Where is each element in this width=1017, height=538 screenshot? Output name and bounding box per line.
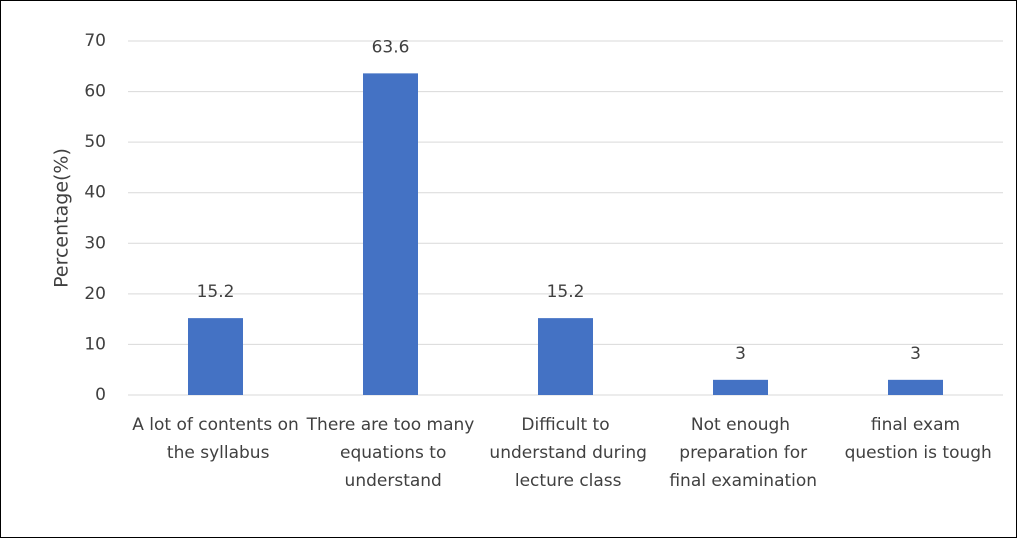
y-tick-label: 50 <box>84 132 106 152</box>
bar <box>888 379 943 395</box>
y-tick-label: 40 <box>84 183 106 203</box>
x-tick-label: final exam question is tough <box>839 415 992 463</box>
data-label: 3 <box>910 344 921 364</box>
y-tick-label: 30 <box>84 233 106 253</box>
data-label: 15.2 <box>547 282 585 302</box>
bar <box>188 318 243 395</box>
x-tick-label: A lot of contents on the syllabus <box>132 415 299 463</box>
x-tick-label: Not enough preparation for final examina… <box>664 415 817 491</box>
y-tick-label: 0 <box>95 385 106 405</box>
bar <box>363 73 418 395</box>
y-tick-label: 70 <box>84 31 106 51</box>
data-label: 63.6 <box>372 37 410 57</box>
data-label: 3 <box>735 344 746 364</box>
bar <box>713 379 768 395</box>
x-tick-label: There are too many equations to understa… <box>306 415 475 491</box>
y-tick-label: 20 <box>84 284 106 304</box>
y-axis-label: Percentage(%) <box>51 148 73 288</box>
y-tick-label: 10 <box>84 334 106 354</box>
x-tick-label: Difficult to understand during lecture c… <box>484 415 647 491</box>
bar <box>538 318 593 395</box>
data-label: 15.2 <box>197 282 235 302</box>
y-tick-label: 60 <box>84 82 106 102</box>
